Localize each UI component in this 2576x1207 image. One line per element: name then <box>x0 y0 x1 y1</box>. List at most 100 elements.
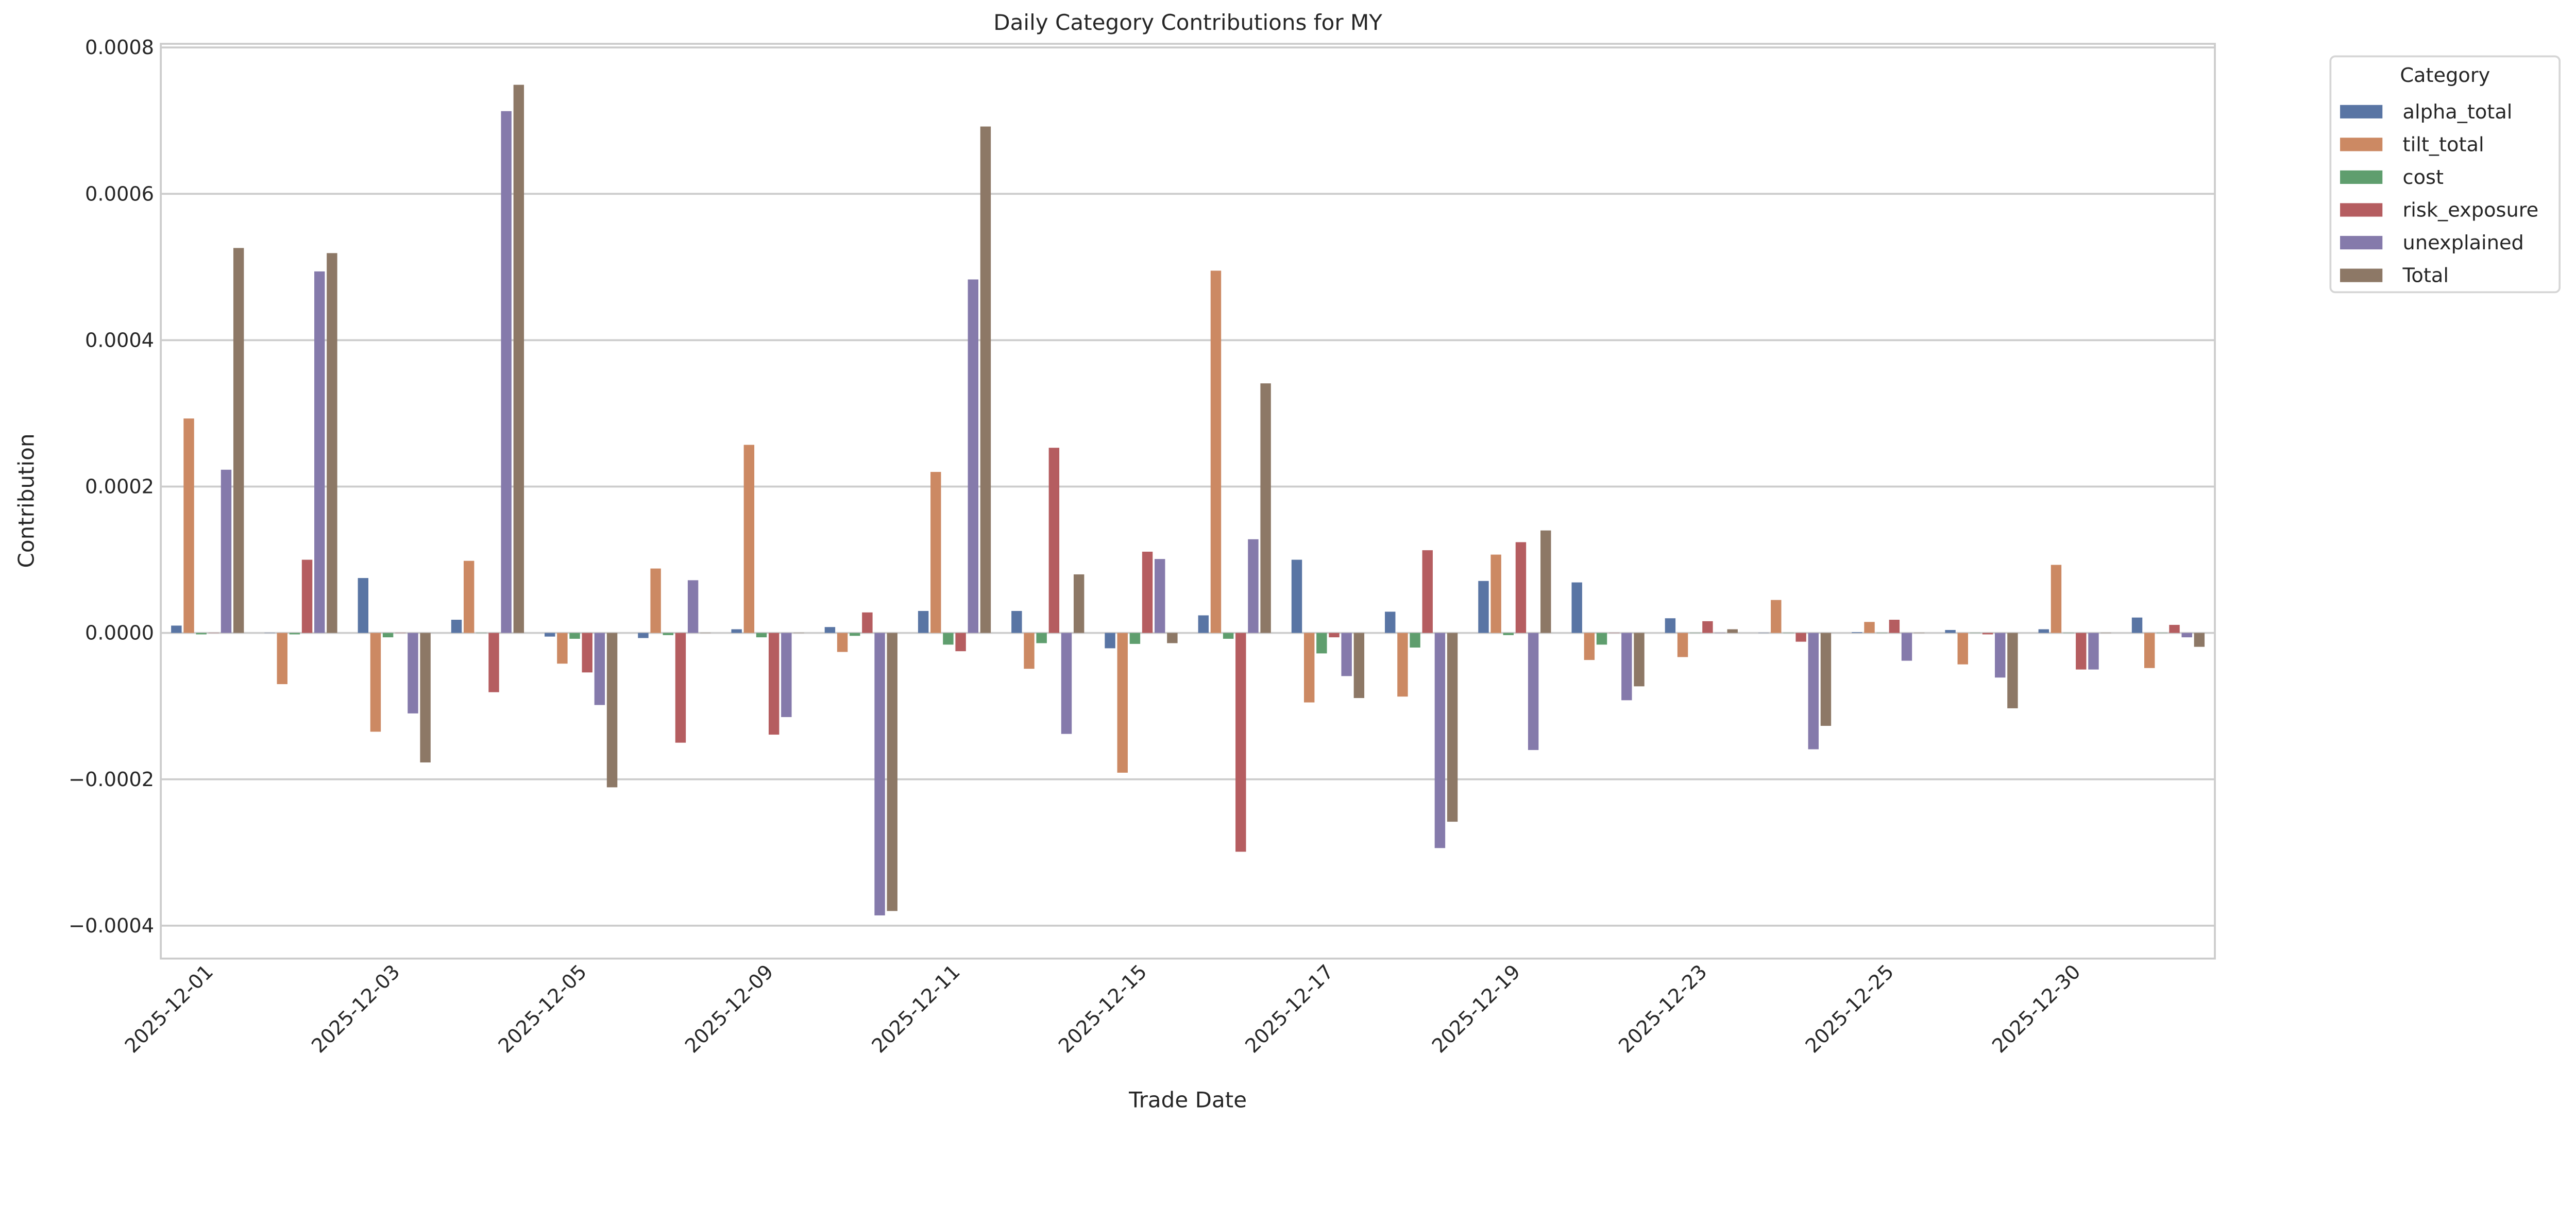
legend-swatch <box>2340 138 2383 151</box>
bar-cost-2025-12-05 <box>569 633 580 639</box>
bar-risk-exposure-2025-12-15 <box>1142 551 1153 633</box>
bar-risk-exposure-2025-12-09 <box>768 633 779 735</box>
legend-item-total: Total <box>2340 264 2449 287</box>
bar-total-2025-12-24 <box>1820 633 1832 726</box>
bar-risk-exposure-2025-12-04 <box>488 633 499 692</box>
bar-cost-2025-12-11 <box>943 633 954 645</box>
bar-tilt-total-2025-12-04 <box>463 560 474 633</box>
bar-risk-exposure-2025-12-02 <box>301 559 313 633</box>
bar-tilt-total-2025-12-30 <box>2050 565 2062 633</box>
y-tick-label: −0.0002 <box>69 768 154 791</box>
bar-total-2025-12-02 <box>327 253 337 633</box>
bars <box>171 84 2205 915</box>
bar-alpha-total-2025-12-15 <box>1105 633 1115 649</box>
bar-risk-exposure-2025-12-17 <box>1329 633 1340 638</box>
legend-item-alpha-total: alpha_total <box>2340 100 2512 124</box>
bar-alpha-total-2025-12-29 <box>1945 630 1956 633</box>
bar-risk-exposure-2025-12-18 <box>1422 550 1433 633</box>
bar-risk-exposure-2025-12-24 <box>1795 633 1806 642</box>
bar-cost-2025-12-19 <box>1503 633 1514 635</box>
bar-tilt-total-2025-12-09 <box>743 445 755 633</box>
x-tick-label: 2025-12-01 <box>121 960 218 1058</box>
bar-total-2025-12-31 <box>2194 633 2205 647</box>
bar-unexplained-2025-12-10 <box>874 633 885 915</box>
bar-cost-2025-12-01 <box>196 633 207 635</box>
x-tick-label: 2025-12-19 <box>1428 960 1525 1058</box>
bar-alpha-total-2025-12-12 <box>1011 610 1022 633</box>
legend-label: tilt_total <box>2403 133 2484 156</box>
bar-alpha-total-2025-12-11 <box>918 610 929 633</box>
bar-alpha-total-2025-12-25 <box>1852 632 1862 633</box>
bar-risk-exposure-2025-12-16 <box>1235 633 1246 852</box>
bar-alpha-total-2025-12-05 <box>545 633 555 637</box>
legend-label: Total <box>2402 264 2449 287</box>
x-tick-label: 2025-12-11 <box>867 960 964 1058</box>
bar-total-2025-12-15 <box>1167 633 1178 643</box>
bar-unexplained-2025-12-16 <box>1248 539 1259 633</box>
legend-item-unexplained: unexplained <box>2340 231 2524 254</box>
legend-item-cost: cost <box>2340 166 2444 189</box>
bar-total-2025-12-16 <box>1260 383 1271 633</box>
bar-tilt-total-2025-12-11 <box>930 472 941 633</box>
y-tick-label: 0.0004 <box>85 329 154 352</box>
bar-risk-exposure-2025-12-30 <box>2076 633 2087 670</box>
bar-unexplained-2025-12-19 <box>1528 633 1539 750</box>
bar-unexplained-2025-12-24 <box>1808 633 1819 750</box>
bar-alpha-total-2025-12-09 <box>731 629 742 633</box>
bar-unexplained-2025-12-18 <box>1434 633 1446 848</box>
bar-tilt-total-2025-12-01 <box>183 418 194 633</box>
bar-cost-2025-12-02 <box>289 633 300 635</box>
bar-unexplained-2025-12-29 <box>1995 633 2006 678</box>
bar-unexplained-2025-12-09 <box>781 633 792 717</box>
legend-frame <box>2329 55 2561 294</box>
bar-tilt-total-2025-12-18 <box>1397 633 1408 697</box>
x-tick-label: 2025-12-30 <box>1988 960 2085 1058</box>
bar-cost-2025-12-22 <box>1596 633 1607 645</box>
bar-unexplained-2025-12-01 <box>221 469 232 633</box>
legend-label: risk_exposure <box>2403 199 2539 222</box>
bar-cost-2025-12-09 <box>756 633 767 638</box>
y-tick-label: 0.0006 <box>85 182 154 206</box>
y-axis-ticks: −0.0004 −0.0002 0.0000 0.0002 0.0004 0.0006 0.… <box>69 36 154 938</box>
bar-alpha-total-2025-12-10 <box>824 627 836 633</box>
bar-risk-exposure-2025-12-08 <box>675 633 686 743</box>
plot-frame <box>160 43 2216 960</box>
bar-risk-exposure-2025-12-11 <box>955 633 966 652</box>
y-tick-label: 0.0000 <box>85 622 154 645</box>
y-tick-label: 0.0008 <box>85 36 154 59</box>
bar-unexplained-2025-12-31 <box>2181 633 2192 638</box>
bar-total-2025-12-29 <box>2007 633 2018 708</box>
bar-total-2025-12-19 <box>1540 530 1551 633</box>
bar-alpha-total-2025-12-18 <box>1385 611 1396 633</box>
bar-total-2025-12-05 <box>606 633 618 788</box>
bar-risk-exposure-2025-12-25 <box>1889 620 1900 633</box>
legend-swatch <box>2340 105 2383 118</box>
x-axis-ticks: 2025-12-01 2025-12-03 2025-12-05 2025-12-09… <box>121 960 2086 1058</box>
x-tick-label: 2025-12-05 <box>494 960 591 1058</box>
bar-unexplained-2025-12-15 <box>1155 559 1165 633</box>
bar-tilt-total-2025-12-10 <box>837 633 848 652</box>
x-tick-label: 2025-12-03 <box>307 960 404 1058</box>
bar-alpha-total-2025-12-08 <box>638 633 649 638</box>
legend-label: alpha_total <box>2403 100 2513 124</box>
bar-tilt-total-2025-12-02 <box>277 633 287 685</box>
bar-tilt-total-2025-12-19 <box>1490 554 1501 633</box>
bar-total-2025-12-11 <box>980 126 991 633</box>
bar-chart: Daily Category Contributions for MY −0.0… <box>13 10 2561 1113</box>
bar-tilt-total-2025-12-17 <box>1303 633 1315 703</box>
legend-title: Category <box>2400 64 2490 87</box>
legend-swatch <box>2340 170 2383 184</box>
bar-total-2025-12-03 <box>420 633 431 763</box>
bar-risk-exposure-2025-12-31 <box>2169 624 2180 633</box>
bar-risk-exposure-2025-12-05 <box>582 633 592 673</box>
bar-tilt-total-2025-12-31 <box>2144 633 2155 668</box>
x-tick-label: 2025-12-15 <box>1054 960 1151 1058</box>
legend-item-risk-exposure: risk_exposure <box>2340 199 2538 222</box>
legend-item-tilt-total: tilt_total <box>2340 133 2484 156</box>
bar-unexplained-2025-12-08 <box>687 580 699 633</box>
bar-tilt-total-2025-12-29 <box>1957 633 1968 665</box>
gridlines <box>161 46 2215 927</box>
bar-risk-exposure-2025-12-10 <box>862 612 873 633</box>
y-tick-label: 0.0002 <box>85 475 154 499</box>
